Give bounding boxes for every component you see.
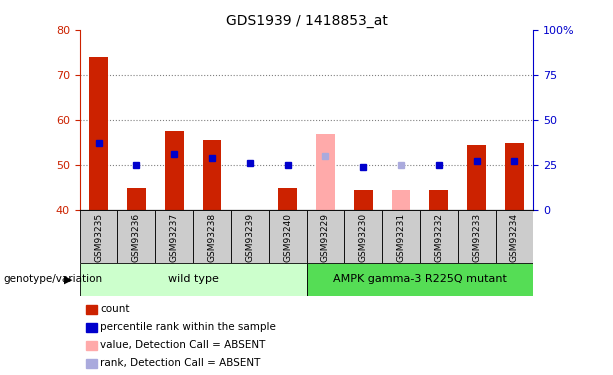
Bar [165, 131, 184, 210]
Text: GSM93234: GSM93234 [510, 213, 519, 262]
Bar [202, 140, 221, 210]
Text: GSM93240: GSM93240 [283, 213, 292, 262]
Bar [420, 210, 458, 262]
Bar [193, 210, 231, 262]
Text: genotype/variation: genotype/variation [3, 274, 102, 284]
Text: value, Detection Call = ABSENT: value, Detection Call = ABSENT [100, 340, 265, 350]
Text: GSM93235: GSM93235 [94, 213, 103, 262]
Bar [80, 262, 306, 296]
Bar [382, 210, 420, 262]
Text: GSM93237: GSM93237 [170, 213, 179, 262]
Bar [155, 210, 193, 262]
Bar [306, 262, 533, 296]
Text: percentile rank within the sample: percentile rank within the sample [100, 322, 276, 332]
Bar [306, 210, 345, 262]
Bar [505, 142, 524, 210]
Text: GSM93238: GSM93238 [207, 213, 216, 262]
Bar [429, 190, 448, 210]
Text: GSM93230: GSM93230 [359, 213, 368, 262]
Text: wild type: wild type [168, 274, 218, 284]
Text: GSM93236: GSM93236 [132, 213, 141, 262]
Bar [467, 145, 486, 210]
Text: GSM93232: GSM93232 [434, 213, 443, 262]
Text: count: count [100, 304, 129, 314]
Text: GSM93233: GSM93233 [472, 213, 481, 262]
Bar [127, 188, 146, 210]
Bar [495, 210, 533, 262]
Text: rank, Detection Call = ABSENT: rank, Detection Call = ABSENT [100, 358, 261, 368]
Bar [458, 210, 495, 262]
Bar [89, 57, 108, 210]
Title: GDS1939 / 1418853_at: GDS1939 / 1418853_at [226, 13, 387, 28]
Bar [118, 210, 155, 262]
Text: AMPK gamma-3 R225Q mutant: AMPK gamma-3 R225Q mutant [333, 274, 507, 284]
Bar [278, 188, 297, 210]
Bar [80, 210, 118, 262]
Bar [392, 190, 411, 210]
Text: ▶: ▶ [64, 274, 73, 284]
Bar [316, 134, 335, 210]
Bar [231, 210, 268, 262]
Text: GSM93231: GSM93231 [397, 213, 406, 262]
Text: GSM93229: GSM93229 [321, 213, 330, 262]
Bar [354, 190, 373, 210]
Bar [268, 210, 306, 262]
Bar [345, 210, 382, 262]
Text: GSM93239: GSM93239 [245, 213, 254, 262]
